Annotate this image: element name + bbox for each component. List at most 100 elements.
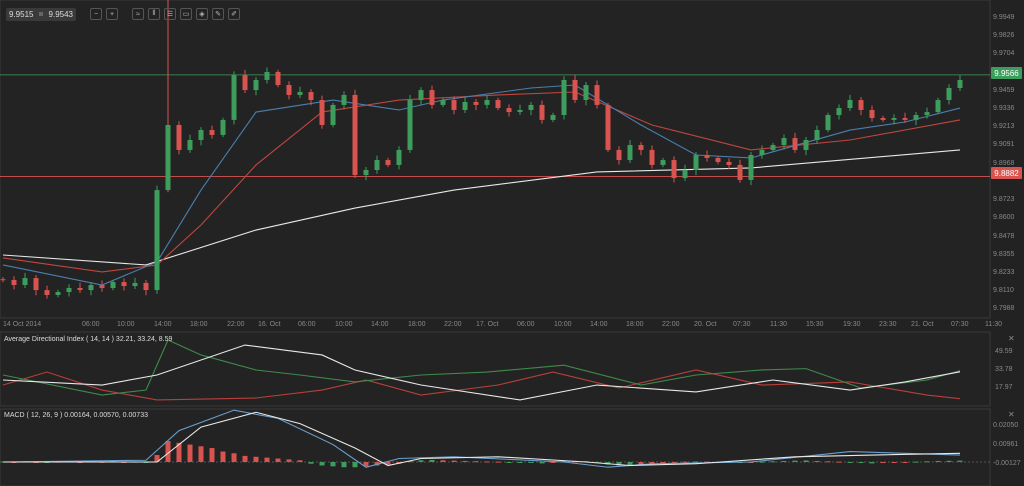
candle-body — [319, 100, 325, 125]
candle-body — [110, 282, 116, 288]
macd-histogram-bar — [198, 446, 204, 462]
candle-body — [627, 145, 633, 161]
price-panel[interactable] — [0, 0, 991, 319]
macd-histogram-bar — [253, 456, 259, 462]
close-macd-icon[interactable]: ✕ — [1008, 410, 1015, 419]
time-tick: 11:30 — [985, 321, 1002, 328]
candle-body — [682, 170, 688, 179]
candle-body — [737, 164, 743, 180]
candle-body — [462, 101, 468, 110]
candle-body — [693, 154, 699, 171]
candle-body — [759, 149, 765, 155]
macd-histogram-bar — [286, 459, 292, 462]
toolbar: 9.9515 9.9543 − + ≈ ⫴ ☰ ▭ ◈ ✎ ✐ — [6, 7, 240, 21]
bid-ask-box[interactable]: 9.9515 9.9543 — [6, 7, 76, 21]
candle-body — [880, 118, 886, 120]
candle-body — [814, 130, 820, 140]
candle-body — [517, 109, 523, 113]
candle-body — [528, 104, 534, 110]
price-tick: 9.8355 — [993, 250, 1015, 258]
time-tick: 10:00 — [554, 321, 572, 328]
candle-body — [715, 157, 721, 162]
timeframe-icon[interactable]: ≈ — [132, 8, 144, 20]
macd-histogram-bar — [506, 462, 512, 463]
macd-histogram-bar — [297, 460, 303, 462]
macd-panel[interactable] — [0, 408, 991, 486]
macd-histogram-bar — [627, 462, 633, 466]
macd-histogram-bar — [407, 461, 413, 463]
edit-icon[interactable]: ✎ — [212, 8, 224, 20]
macd-histogram-bar — [704, 461, 710, 463]
price-tick: 9.9459 — [993, 86, 1015, 94]
macd-histogram-bar — [231, 453, 237, 462]
indicators-icon[interactable]: ☰ — [164, 8, 176, 20]
plus-di-line — [2, 339, 961, 396]
candle-body — [418, 90, 424, 101]
candle-body — [66, 287, 72, 292]
candle-body — [77, 287, 83, 291]
candle-body — [561, 79, 567, 116]
candle-body — [220, 119, 226, 135]
macd-histogram-bar — [363, 462, 369, 467]
candle-body — [858, 100, 864, 110]
candle-body — [605, 104, 611, 150]
candle-body — [330, 104, 336, 125]
candle-body — [297, 91, 303, 95]
ma-slow-line — [2, 149, 961, 266]
candle-body — [572, 79, 578, 101]
candle-body — [286, 85, 292, 95]
candle-body — [671, 160, 677, 179]
candle-body — [55, 291, 61, 295]
screenshot-icon[interactable]: ▭ — [180, 8, 192, 20]
bid-price-badge: 9.8882 — [991, 167, 1022, 179]
macd-histogram-bar — [825, 461, 831, 463]
time-tick: 06:00 — [298, 321, 316, 328]
candle-body — [924, 112, 930, 116]
macd-histogram-bar — [902, 462, 908, 463]
candle-body — [187, 139, 193, 150]
candle-body — [473, 101, 479, 105]
candle-body — [550, 115, 556, 120]
candle-body — [638, 145, 644, 150]
price-tick: 9.8600 — [993, 214, 1015, 222]
candle-body — [407, 100, 413, 150]
time-tick: 20. Oct — [694, 321, 717, 328]
candle-body — [803, 139, 809, 150]
macd-histogram-bar — [781, 460, 787, 462]
macd-histogram-bar — [957, 460, 963, 462]
candle-body — [363, 170, 369, 176]
candle-body — [253, 79, 259, 91]
macd-histogram-bar — [165, 441, 171, 462]
price-tick: 9.8233 — [993, 268, 1015, 276]
candle-body — [22, 278, 28, 286]
candle-body — [88, 285, 94, 291]
candle-body — [726, 161, 732, 165]
time-tick: 18:00 — [626, 321, 644, 328]
candle-body — [649, 149, 655, 165]
macd-title: MACD ( 12, 26, 9 ) 0.00164, 0.00570, 0.0… — [4, 412, 148, 419]
macd-histogram-bar — [308, 462, 314, 464]
time-tick: 22:00 — [662, 321, 680, 328]
macd-histogram-bar — [154, 455, 160, 462]
adx-panel[interactable] — [0, 331, 991, 407]
candle-body — [495, 100, 501, 109]
candle-body — [132, 282, 138, 287]
ma-fast-line — [2, 84, 961, 286]
macd-histogram-bar — [330, 462, 336, 467]
adx-tick: 49.59 — [995, 348, 1013, 355]
macd-signal-line — [3, 411, 961, 467]
price-tick: 9.9213 — [993, 123, 1015, 131]
zoom-in-icon[interactable]: + — [106, 8, 118, 20]
macd-histogram-bar — [924, 461, 930, 463]
zoom-out-icon[interactable]: − — [90, 8, 102, 20]
chart-type-icon[interactable]: ⫴ — [148, 8, 160, 20]
macd-histogram-bar — [176, 442, 182, 462]
macd-histogram-bar — [869, 462, 875, 464]
macd-histogram-bar — [671, 462, 677, 463]
tag-icon[interactable]: ◈ — [196, 8, 208, 20]
time-tick: 18:00 — [408, 321, 426, 328]
draw-icon[interactable]: ✐ — [228, 8, 240, 20]
separator-icon — [39, 12, 43, 16]
close-adx-icon[interactable]: ✕ — [1008, 334, 1015, 343]
